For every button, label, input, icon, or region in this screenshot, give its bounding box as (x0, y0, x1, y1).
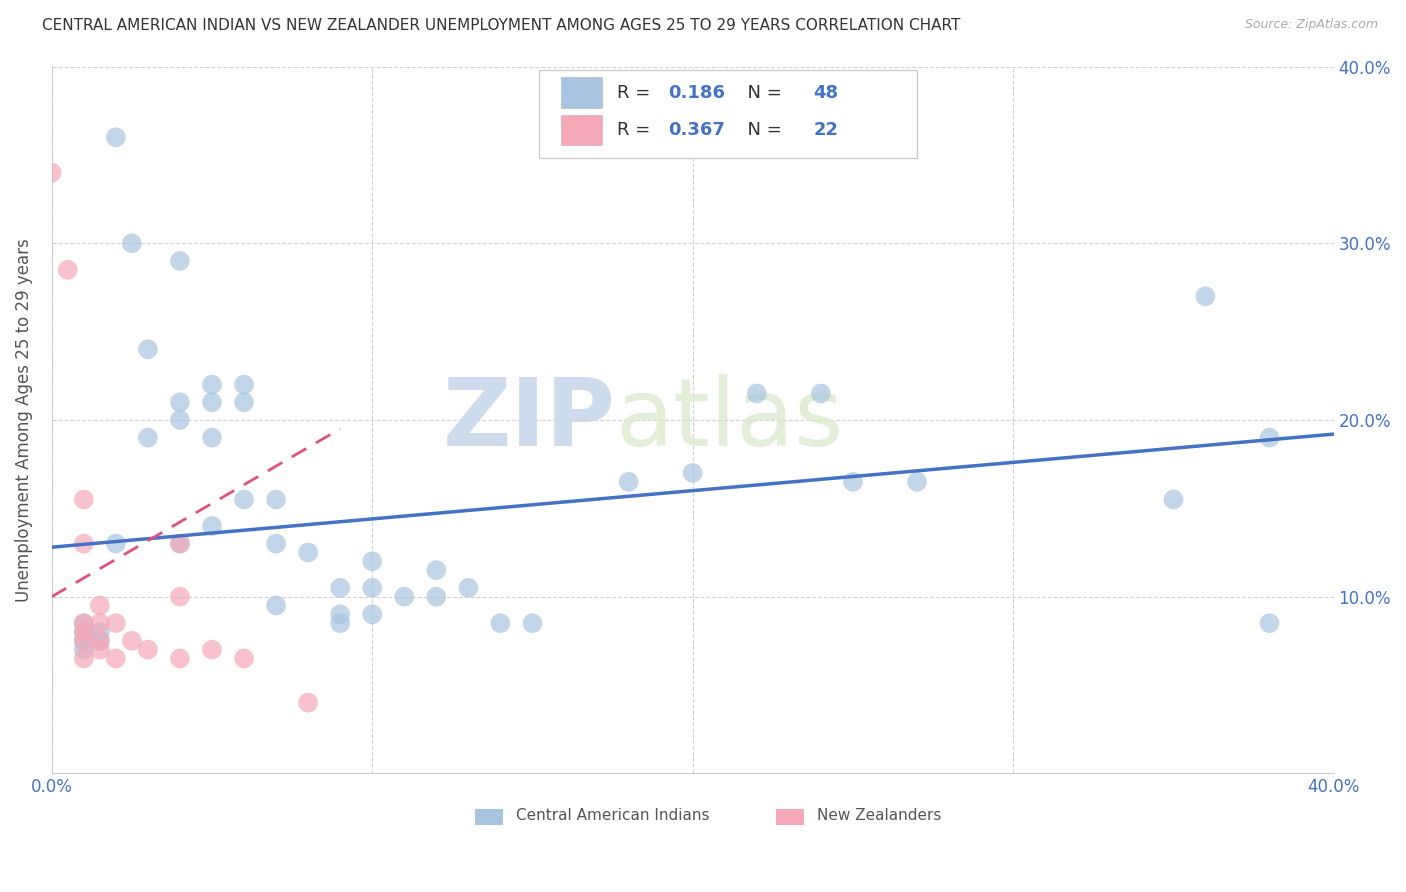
Point (1258, 431, 1281, 445)
Point (394, 590, 416, 604)
Point (201, 642, 224, 657)
Point (201, 377, 224, 392)
Point (842, 475, 865, 489)
Point (169, 590, 191, 604)
Point (104, 130, 127, 145)
Point (121, 633, 143, 648)
Text: Source: ZipAtlas.com: Source: ZipAtlas.com (1244, 18, 1378, 31)
Point (361, 581, 384, 595)
Point (264, 492, 287, 507)
Point (73, 616, 96, 631)
Point (104, 616, 127, 631)
Point (457, 581, 479, 595)
Text: N =: N = (737, 121, 787, 139)
Point (1163, 492, 1185, 507)
Point (329, 581, 352, 595)
Bar (475, 809, 503, 825)
Point (905, 475, 928, 489)
Text: atlas: atlas (616, 374, 844, 466)
Text: 22: 22 (813, 121, 838, 139)
Point (1258, 616, 1281, 631)
Point (169, 651, 191, 665)
Point (169, 413, 191, 427)
Bar (561, 78, 602, 108)
Point (73, 625, 96, 640)
Point (41, 166, 63, 180)
Point (264, 536, 287, 550)
Text: 0.186: 0.186 (668, 84, 725, 102)
Point (297, 545, 319, 559)
Point (329, 616, 352, 631)
Bar (561, 115, 602, 145)
Point (73, 536, 96, 550)
Point (73, 625, 96, 640)
Point (136, 642, 159, 657)
Point (489, 616, 512, 631)
Point (201, 395, 224, 409)
Point (73, 642, 96, 657)
Point (89, 616, 111, 631)
Point (425, 563, 447, 577)
Point (73, 651, 96, 665)
Point (233, 651, 256, 665)
Point (201, 431, 224, 445)
Point (89, 633, 111, 648)
Y-axis label: Unemployment Among Ages 25 to 29 years: Unemployment Among Ages 25 to 29 years (15, 238, 32, 602)
Text: Central American Indians: Central American Indians (516, 808, 709, 823)
Text: ZIP: ZIP (443, 374, 616, 466)
FancyBboxPatch shape (538, 70, 917, 159)
Text: CENTRAL AMERICAN INDIAN VS NEW ZEALANDER UNEMPLOYMENT AMONG AGES 25 TO 29 YEARS : CENTRAL AMERICAN INDIAN VS NEW ZEALANDER… (42, 18, 960, 33)
Point (169, 254, 191, 268)
Point (233, 377, 256, 392)
Point (201, 519, 224, 533)
Point (425, 590, 447, 604)
Text: New Zealanders: New Zealanders (817, 808, 942, 823)
Point (89, 599, 111, 613)
Point (297, 696, 319, 710)
Point (361, 554, 384, 568)
Point (73, 633, 96, 648)
Text: N =: N = (737, 84, 787, 102)
Point (121, 236, 143, 251)
Point (169, 536, 191, 550)
Point (73, 616, 96, 631)
Point (264, 599, 287, 613)
Point (56, 262, 79, 277)
Point (136, 343, 159, 357)
Point (73, 492, 96, 507)
Point (682, 466, 704, 480)
Point (617, 475, 640, 489)
Point (329, 607, 352, 622)
Text: R =: R = (617, 121, 657, 139)
Point (136, 431, 159, 445)
Point (233, 492, 256, 507)
Point (89, 625, 111, 640)
Point (233, 395, 256, 409)
Text: 0.367: 0.367 (668, 121, 725, 139)
Text: 48: 48 (813, 84, 838, 102)
Point (89, 642, 111, 657)
Point (745, 386, 768, 401)
Point (104, 536, 127, 550)
Point (104, 651, 127, 665)
Point (1194, 289, 1216, 303)
Text: R =: R = (617, 84, 657, 102)
Point (169, 536, 191, 550)
Point (522, 616, 544, 631)
Point (73, 633, 96, 648)
Point (361, 607, 384, 622)
Bar (776, 809, 804, 825)
Point (169, 395, 191, 409)
Point (89, 633, 111, 648)
Point (810, 386, 832, 401)
